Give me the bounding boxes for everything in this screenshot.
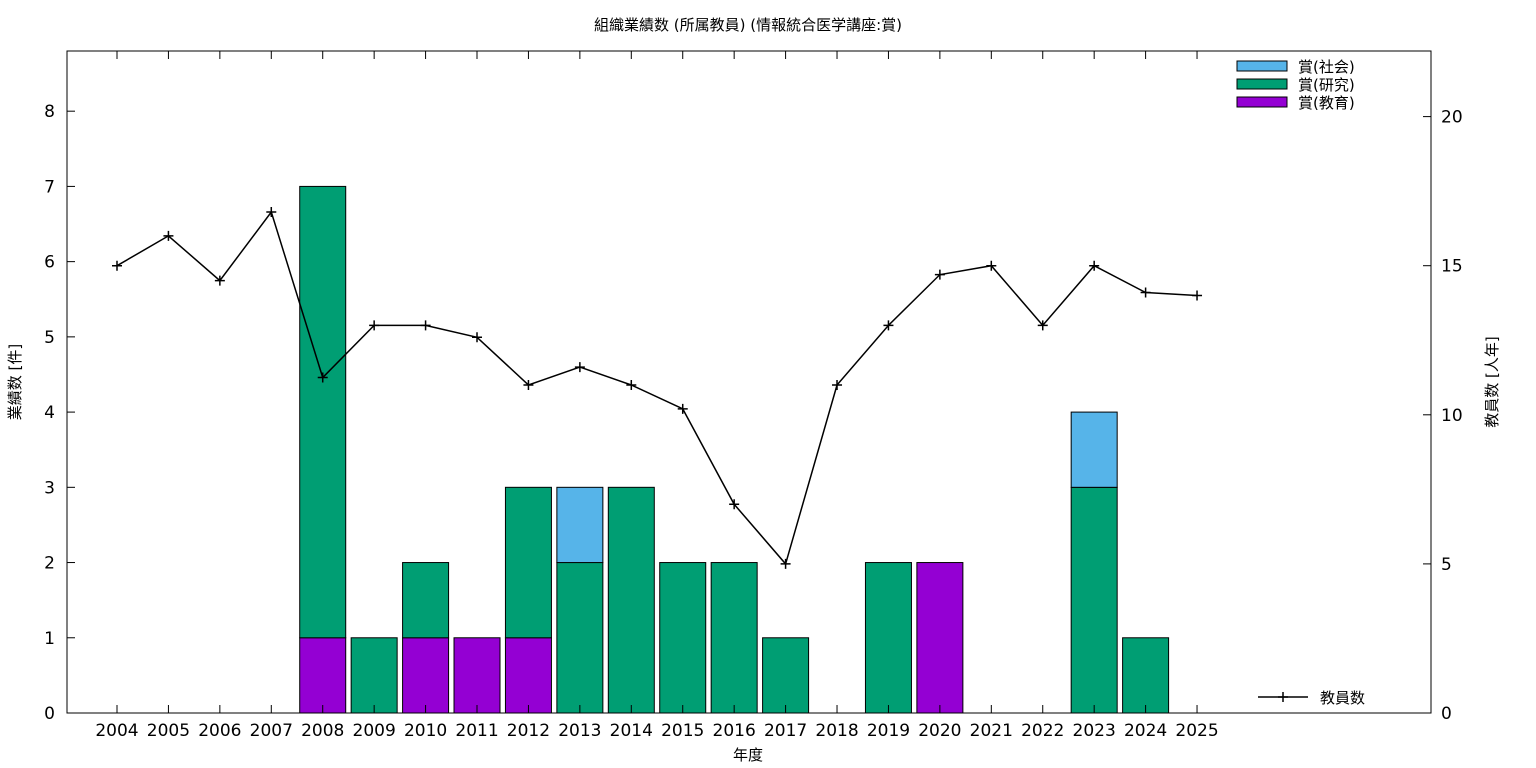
- x-tick-label: 2023: [1073, 721, 1116, 741]
- bar-segment: [659, 562, 707, 714]
- legend-swatch: [1236, 96, 1288, 108]
- bar-segment: [1122, 637, 1170, 714]
- faculty-count-point: [420, 320, 431, 331]
- bars-layer: [299, 185, 1170, 714]
- bar-segment: [710, 562, 758, 714]
- chart-title: 組織業績数 (所属教員) (情報統合医学講座:賞): [594, 16, 902, 34]
- y-axis-label: 業績数 [件]: [6, 344, 24, 420]
- faculty-count-point: [832, 379, 843, 390]
- faculty-count-point: [214, 275, 225, 286]
- x-tick-label: 2025: [1175, 721, 1218, 741]
- x-tick-label: 2015: [661, 721, 704, 741]
- faculty-count-point: [883, 320, 894, 331]
- faculty-count-point: [1089, 260, 1100, 271]
- x-axis-label: 年度: [733, 746, 763, 764]
- bar-segment: [607, 486, 655, 714]
- y-tick-label: 0: [44, 704, 55, 724]
- bar-segment: [299, 185, 347, 639]
- bar-segment: [504, 637, 552, 714]
- faculty-count-point: [163, 230, 174, 241]
- faculty-count-point: [574, 362, 585, 373]
- faculty-count-point: [626, 379, 637, 390]
- x-tick-label: 2006: [198, 721, 241, 741]
- x-tick-label: 2008: [301, 721, 344, 741]
- y2-tick-label: 10: [1441, 406, 1463, 426]
- faculty-count-point: [1037, 320, 1048, 331]
- y-tick-label: 6: [44, 253, 55, 273]
- y2-axis-label: 教員数 [人年]: [1483, 336, 1501, 427]
- y-tick-label: 3: [44, 478, 55, 498]
- legend-label: 賞(研究): [1298, 76, 1355, 94]
- y-tick-label: 5: [44, 328, 55, 348]
- faculty-count-point: [112, 260, 122, 271]
- x-tick-label: 2017: [764, 721, 807, 741]
- faculty-count-point: [986, 260, 997, 271]
- y-tick-label: 4: [44, 403, 55, 423]
- bar-segment: [453, 637, 501, 714]
- faculty-count-point: [1140, 287, 1151, 298]
- y2-tick-label: 20: [1441, 108, 1463, 128]
- legend-label-faculty: 教員数: [1320, 689, 1365, 707]
- legend-swatch: [1236, 78, 1288, 90]
- legend-label: 賞(社会): [1298, 58, 1355, 76]
- x-tick-label: 2019: [867, 721, 910, 741]
- y2-tick-label: 0: [1441, 704, 1452, 724]
- x-tick-label: 2009: [353, 721, 396, 741]
- x-tick-label: 2005: [147, 721, 190, 741]
- bar-segment: [504, 486, 552, 639]
- x-tick-label: 2020: [918, 721, 961, 741]
- x-tick-label: 2004: [95, 721, 138, 741]
- faculty-count-point: [934, 269, 945, 280]
- faculty-count-point: [317, 372, 328, 383]
- x-tick-label: 2022: [1021, 721, 1064, 741]
- x-tick-label: 2011: [455, 721, 498, 741]
- legend: 賞(社会)賞(研究)賞(教育) 教員数: [1236, 58, 1365, 707]
- y-tick-label: 7: [44, 177, 55, 197]
- faculty-count-point: [266, 207, 277, 218]
- x-tick-label: 2014: [610, 721, 653, 741]
- bar-segment: [762, 637, 810, 714]
- faculty-count-point: [677, 403, 688, 414]
- faculty-count-point: [472, 332, 483, 343]
- bar-segment: [402, 562, 450, 639]
- bar-segment: [1070, 486, 1118, 714]
- bar-segment: [1070, 411, 1118, 488]
- bar-segment: [402, 637, 450, 714]
- y-tick-label: 8: [44, 102, 55, 122]
- faculty-count-line-layer: [112, 207, 1203, 569]
- bar-segment: [350, 637, 398, 714]
- x-tick-label: 2010: [404, 721, 447, 741]
- axis-layer: 0 1 2 3 4 5 6 7 8 0 5 10 15 20 2004 2005 2006 2007 2008 200…: [44, 51, 1463, 741]
- x-tick-label: 2013: [558, 721, 601, 741]
- faculty-count-line: [116, 210, 1198, 566]
- bar-segment: [864, 562, 912, 714]
- faculty-count-point: [369, 320, 380, 331]
- x-tick-label: 2012: [507, 721, 550, 741]
- x-tick-label: 2018: [815, 721, 858, 741]
- faculty-count-point: [780, 558, 791, 569]
- faculty-count-point: [729, 499, 740, 510]
- bar-segment: [556, 562, 604, 714]
- x-tick-label: 2007: [250, 721, 293, 741]
- y-tick-label: 2: [44, 554, 55, 574]
- x-tick-label: 2021: [970, 721, 1013, 741]
- y-tick-label: 1: [44, 629, 55, 649]
- y2-tick-label: 5: [1441, 555, 1452, 575]
- legend-line-marker: [1278, 692, 1288, 702]
- faculty-count-point: [523, 379, 534, 390]
- y2-tick-label: 15: [1441, 257, 1463, 277]
- legend-swatch: [1236, 60, 1288, 72]
- x-tick-label: 2016: [713, 721, 756, 741]
- legend-label: 賞(教育): [1298, 94, 1355, 112]
- bar-segment: [916, 562, 964, 714]
- bar-segment: [556, 486, 604, 564]
- x-tick-label: 2024: [1124, 721, 1167, 741]
- faculty-count-point: [1192, 290, 1203, 301]
- bar-segment: [299, 637, 347, 714]
